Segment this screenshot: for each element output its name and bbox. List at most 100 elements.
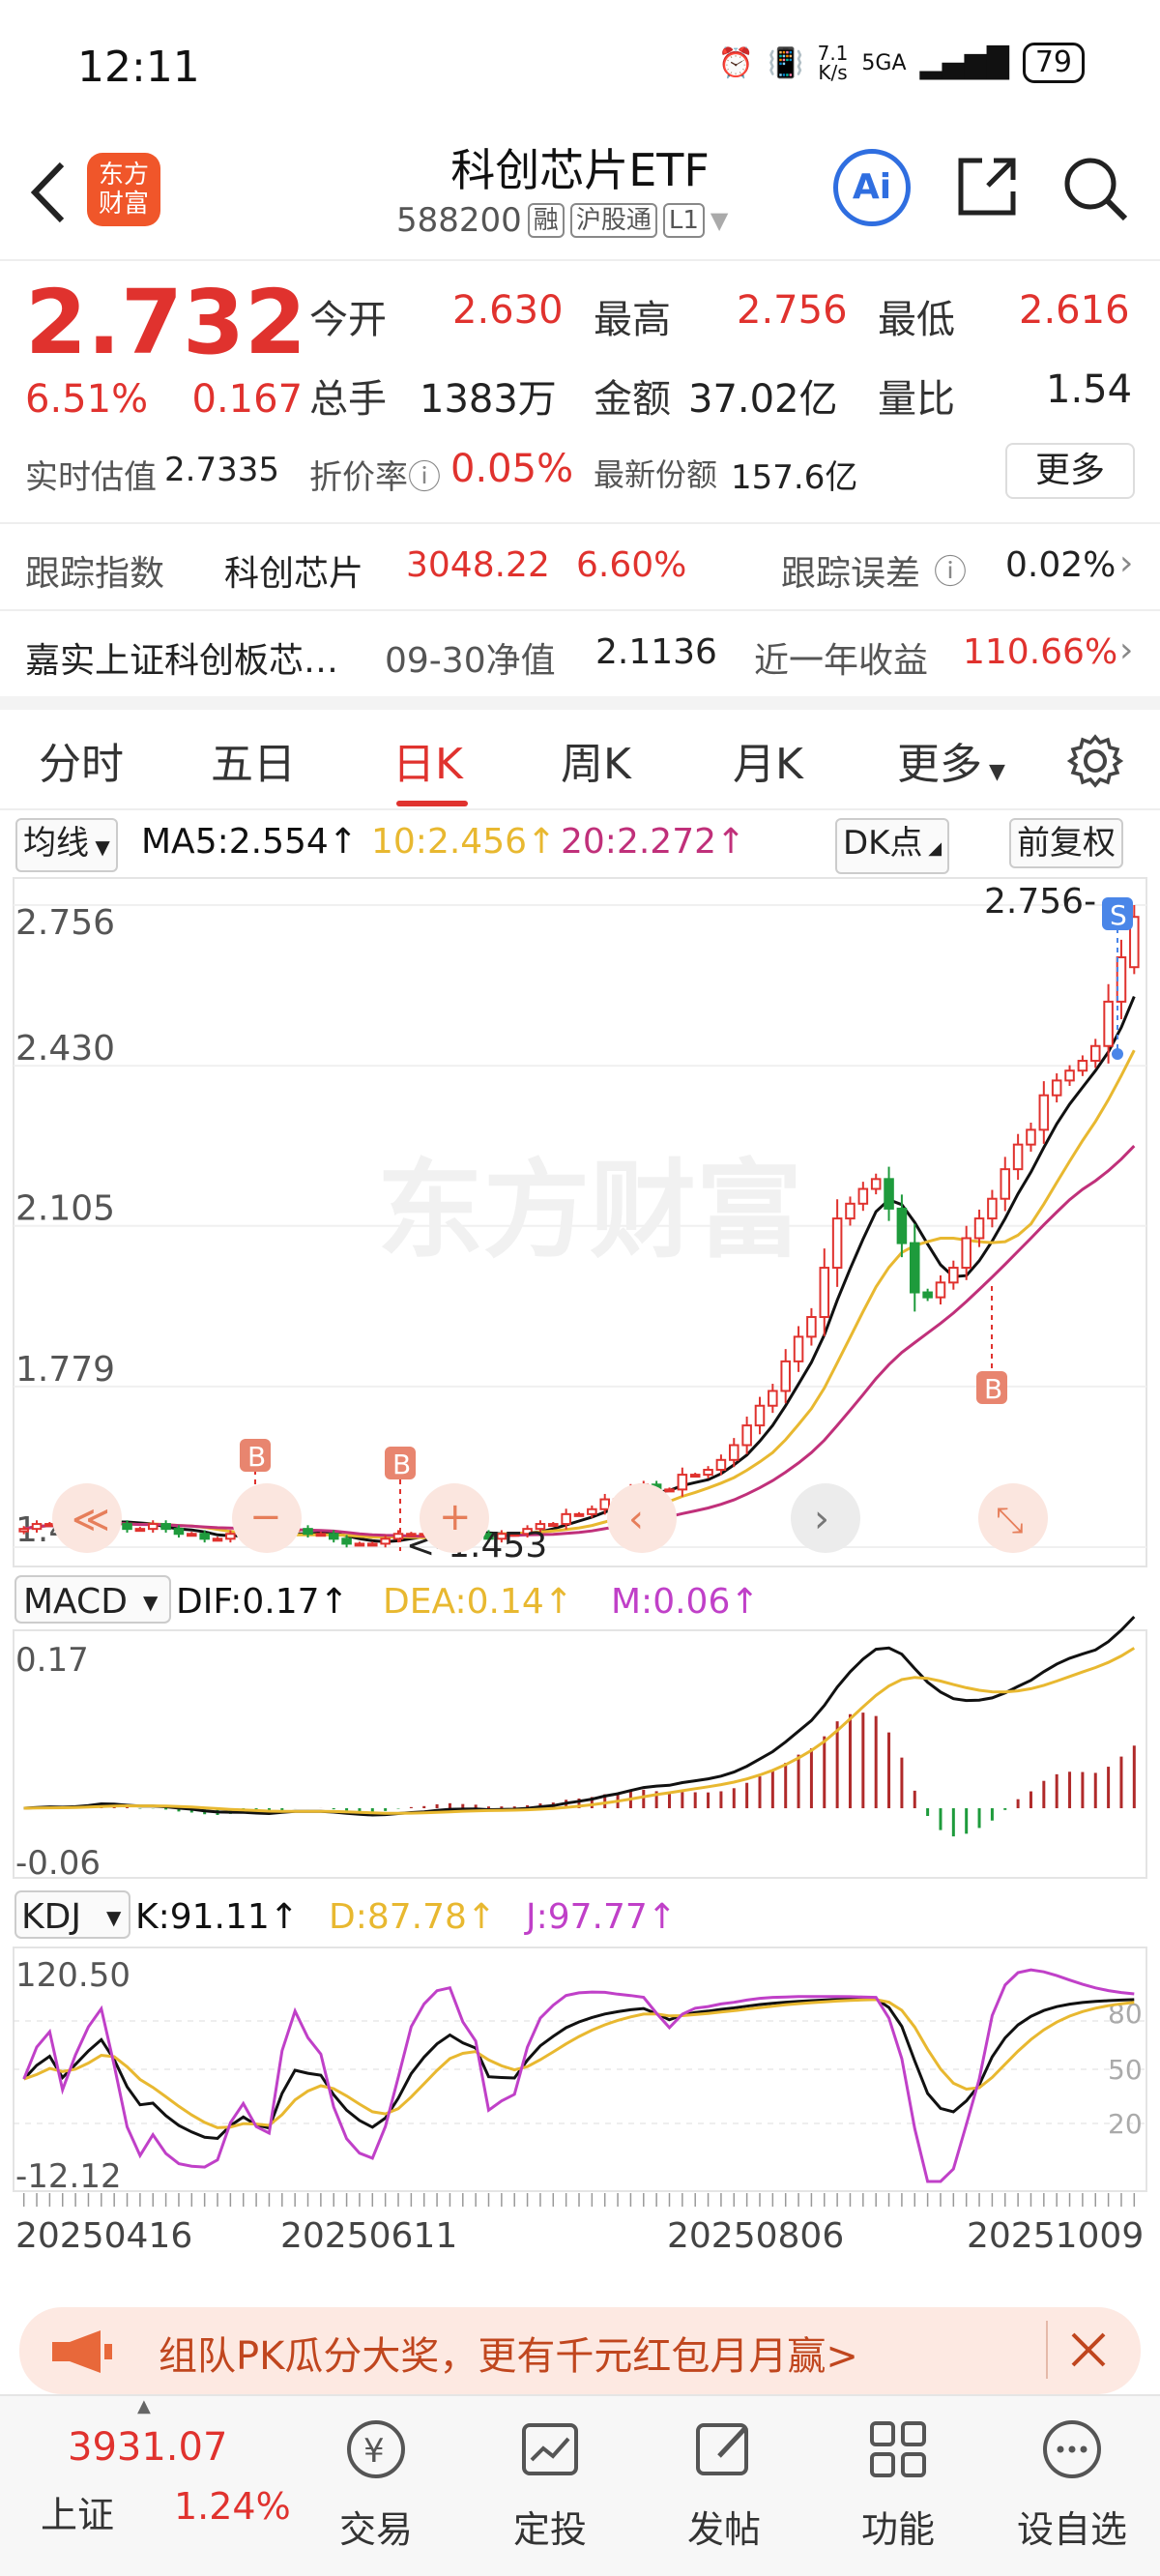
candle-body	[909, 1242, 920, 1294]
dropdown-triangle-icon[interactable]: ▼	[710, 207, 729, 234]
zoom-in-icon[interactable]: +	[420, 1483, 489, 1553]
svg-text:S: S	[1110, 899, 1127, 931]
candle-body	[689, 1474, 701, 1478]
candle-body	[948, 1267, 959, 1284]
tracking-error-value: 0.02%	[1005, 545, 1116, 585]
help-icon[interactable]: ⓘ	[934, 553, 967, 592]
candle-body	[212, 1537, 223, 1542]
candle-body	[573, 1512, 585, 1517]
zoom-out-icon[interactable]: −	[232, 1483, 302, 1553]
status-icons: ⏰ 📳 7.1 K/s 5GA ▂▄▆█ 79	[718, 43, 1085, 83]
promo-banner[interactable]: 组队PK瓜分大奖，更有千元红包月月赢>	[19, 2307, 1141, 2394]
index-pct[interactable]: 1.24%	[174, 2485, 291, 2528]
share-icon[interactable]	[953, 153, 1021, 220]
chart-prev-icon[interactable]: ‹	[607, 1483, 677, 1553]
tab-timeshare[interactable]: 分时	[39, 740, 124, 789]
nav-label: 09-30净值	[385, 641, 556, 681]
nav-functions[interactable]: 功能	[835, 2415, 961, 2553]
candle-body	[122, 1523, 132, 1531]
y-tick-label: 2.430	[15, 1029, 115, 1068]
candle-body	[483, 1533, 494, 1540]
candle-body	[754, 1404, 766, 1427]
search-icon[interactable]	[1059, 153, 1129, 222]
candle-body	[831, 1217, 843, 1270]
kdj-ref-label: 50	[1108, 2054, 1143, 2086]
tab-five-day[interactable]: 五日	[211, 740, 296, 789]
info-icon[interactable]: ⓘ	[408, 458, 441, 497]
battery-icon: 79	[1022, 43, 1085, 83]
back-arrow-icon[interactable]	[23, 159, 72, 226]
more-button[interactable]: 更多	[1005, 443, 1135, 499]
high-value: 2.756	[737, 288, 848, 333]
tab-more[interactable]: 更多 ▼	[897, 740, 1005, 789]
candle-body	[561, 1512, 571, 1526]
ma-line-10	[23, 1049, 1136, 1539]
macd-selector-label: MACD	[23, 1582, 128, 1622]
tracking-index-value: 3048.22	[406, 545, 550, 585]
buy-marker[interactable]: B	[385, 1447, 416, 1551]
tab-monthly-k[interactable]: 月K	[733, 740, 803, 789]
ma5-value: MA5:2.554↑	[141, 822, 358, 862]
fixed-invest-icon	[522, 2423, 578, 2475]
candle-body	[1077, 1060, 1088, 1072]
promo-divider	[1046, 2321, 1048, 2379]
caret-down-icon: ▼	[143, 1591, 159, 1614]
candle-body	[729, 1444, 740, 1461]
tracking-index-pct: 6.60%	[576, 545, 687, 585]
candle-body	[18, 1528, 29, 1533]
ma-selector[interactable]: 均线 ▼	[15, 818, 118, 872]
tab-daily-k[interactable]: 日K	[392, 740, 463, 789]
expand-up-icon[interactable]: ▲	[137, 2396, 151, 2416]
chart-nav-left-icon[interactable]: ≪	[52, 1483, 122, 1553]
svg-text:+: +	[439, 1495, 472, 1539]
adjust-button[interactable]: 前复权	[1009, 818, 1123, 868]
candle-body	[225, 1533, 236, 1540]
kdj-d: D:87.78↑	[329, 1897, 496, 1937]
candle-body	[535, 1523, 546, 1531]
fund-row[interactable]: 嘉实上证科创板芯… 09-30净值 2.1136 近一年收益 110.66% ›	[0, 609, 1160, 696]
tracking-index-row[interactable]: 跟踪指数 科创芯片 3048.22 6.60% 跟踪误差 ⓘ 0.02% ›	[0, 522, 1160, 609]
candle-body	[44, 1523, 55, 1528]
close-icon[interactable]	[1069, 2330, 1108, 2369]
y-tick-label: 2.105	[15, 1189, 115, 1229]
macd-selector[interactable]	[14, 1575, 171, 1624]
kdj-plot	[22, 1968, 1135, 2183]
buy-marker[interactable]: B	[240, 1439, 271, 1536]
chart-next-icon[interactable]: ›	[791, 1483, 860, 1553]
ai-button[interactable]: Ai	[833, 149, 911, 226]
fullscreen-icon[interactable]: ⤡	[978, 1483, 1048, 1553]
page-title: 科创芯片ETF	[450, 144, 710, 196]
tracking-label: 跟踪指数	[25, 554, 165, 594]
svg-text:−: −	[249, 1495, 282, 1539]
buy-marker[interactable]: B	[976, 1286, 1007, 1405]
chevron-right-icon: ›	[1119, 543, 1134, 583]
kdj-selector[interactable]	[14, 1890, 130, 1939]
nav-trade[interactable]: ¥ 交易	[313, 2415, 439, 2553]
index-name[interactable]: 上证	[41, 2494, 115, 2536]
nav-fixed-invest[interactable]: 定投	[487, 2415, 613, 2553]
margin-tag: 融	[527, 203, 565, 238]
candle-body	[508, 1533, 520, 1537]
candle-body	[1012, 1143, 1024, 1171]
ratio-label: 量比	[878, 377, 955, 422]
kdj-j: J:97.77↑	[524, 1897, 677, 1937]
net-speed: 7.1 K/s	[817, 42, 849, 84]
security-subtitle: 588200 融 沪股通 L1 ▼	[396, 201, 728, 240]
premium-label: 折价率	[309, 458, 408, 497]
candle-body	[380, 1537, 391, 1545]
tab-weekly-k[interactable]: 周K	[561, 740, 631, 789]
candle-body	[1038, 1094, 1050, 1131]
kdj-ref-label: 20	[1108, 2108, 1143, 2140]
candle-body	[857, 1187, 869, 1205]
candle-body	[31, 1523, 43, 1531]
gear-icon[interactable]	[1067, 733, 1123, 789]
svg-text:≪: ≪	[72, 1498, 110, 1540]
candle-body	[392, 1533, 404, 1540]
index-value[interactable]: 3931.07	[68, 2425, 228, 2470]
nav-add-watchlist[interactable]: 设自选	[1009, 2415, 1135, 2553]
dk-point-button[interactable]: DK点 ◢	[835, 818, 950, 874]
sell-marker[interactable]: S	[1102, 897, 1133, 1060]
active-tab-indicator	[396, 801, 468, 806]
nav-post[interactable]: 发帖	[661, 2415, 787, 2553]
